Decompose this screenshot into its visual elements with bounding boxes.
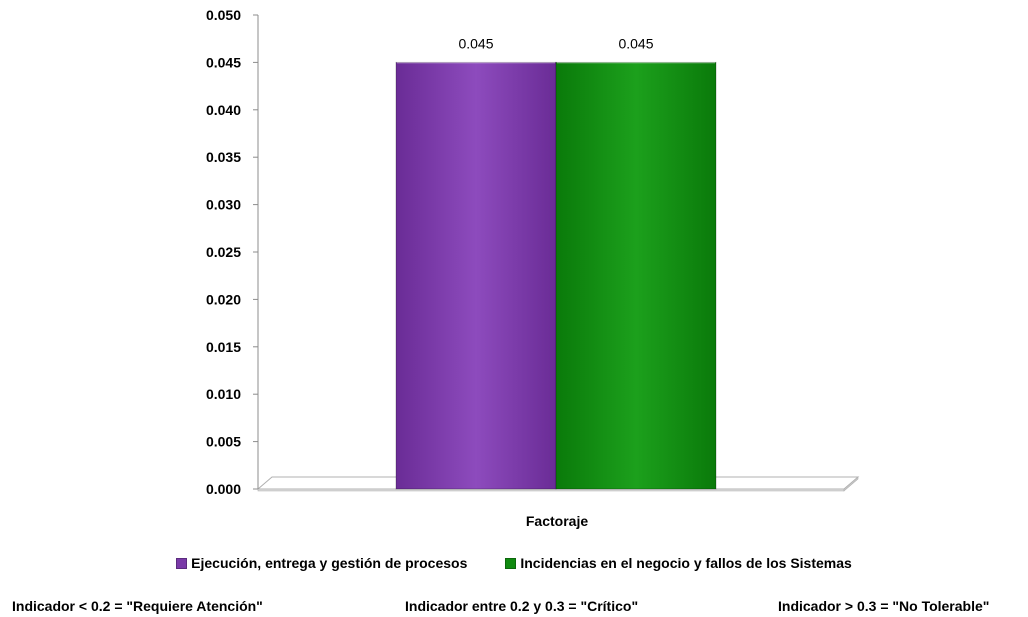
y-tick-label: 0.000	[206, 481, 241, 497]
y-tick-label: 0.010	[206, 386, 241, 402]
bar-series-1	[555, 61, 717, 490]
bar-top-highlight-1	[557, 61, 715, 64]
bar-chart: 0.000 0.005 0.010 0.015 0.020 0.025 0.030 0.035…	[206, 7, 860, 529]
y-tick-label: 0.020	[206, 291, 241, 307]
floor-side	[843, 476, 859, 492]
y-tick-label: 0.015	[206, 339, 241, 355]
legend-item-series-0: Ejecución, entrega y gestión de procesos	[176, 555, 467, 571]
legend-label-series-1: Incidencias en el negocio y fallos de lo…	[520, 555, 852, 571]
data-label-series-1: 0.045	[618, 35, 653, 51]
chart-legend: Ejecución, entrega y gestión de procesos…	[0, 555, 1028, 571]
bar-series-0	[395, 61, 557, 490]
legend-item-series-1: Incidencias en el negocio y fallos de lo…	[505, 555, 852, 571]
legend-label-series-0: Ejecución, entrega y gestión de procesos	[191, 555, 468, 571]
y-tick-label: 0.005	[206, 434, 241, 450]
y-tick-label: 0.050	[206, 7, 241, 23]
legend-swatch-series-1	[505, 557, 517, 569]
y-tick-label: 0.045	[206, 54, 241, 70]
legend-swatch-series-0	[176, 557, 188, 569]
indicator-legend: Indicador < 0.2 = "Requiere Atención" In…	[0, 598, 1028, 616]
data-label-series-0: 0.045	[458, 35, 493, 51]
y-tick-label: 0.035	[206, 149, 241, 165]
y-tick-label: 0.030	[206, 197, 241, 213]
y-tick-label: 0.025	[206, 244, 241, 260]
y-tick-label: 0.040	[206, 102, 241, 118]
bar-top-highlight-0	[397, 61, 555, 64]
indicator-requiere-atencion: Indicador < 0.2 = "Requiere Atención"	[12, 598, 263, 614]
x-category-label: Factoraje	[526, 513, 588, 529]
indicator-critico: Indicador entre 0.2 y 0.3 = "Crítico"	[405, 598, 639, 614]
indicator-no-tolerable: Indicador > 0.3 = "No Tolerable"	[778, 598, 990, 614]
